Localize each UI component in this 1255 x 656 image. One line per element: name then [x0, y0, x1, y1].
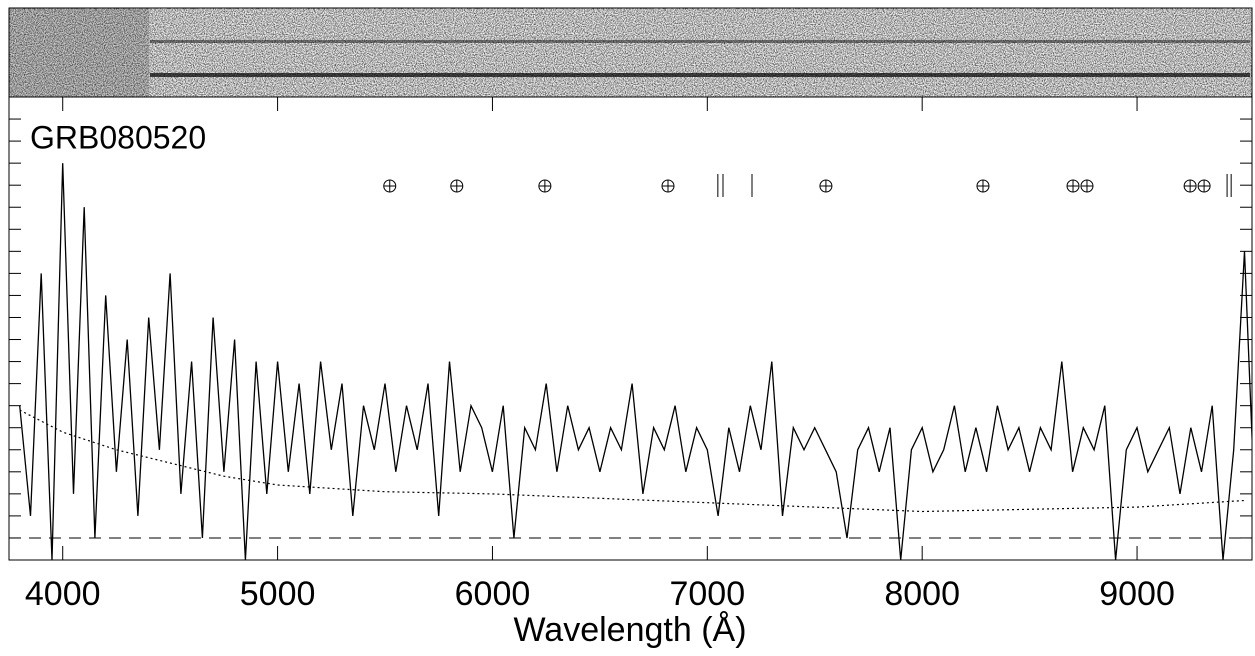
telluric-cross	[819, 180, 832, 192]
telluric-marker	[976, 179, 990, 193]
telluric-marker	[1066, 179, 1080, 193]
telluric-marker	[1183, 179, 1197, 193]
2d-spectrum	[8, 7, 1253, 98]
chart-title: GRB080520	[30, 119, 206, 155]
telluric-cross	[1184, 180, 1197, 192]
telluric-marker	[450, 179, 464, 193]
telluric-marker	[538, 179, 552, 193]
telluric-cross	[976, 180, 989, 192]
telluric-marker	[1080, 179, 1094, 193]
telluric-cross	[1198, 180, 1211, 192]
telluric-marker	[383, 179, 397, 193]
x-tick-label: 6000	[455, 575, 531, 613]
x-tick-label: 8000	[884, 575, 960, 613]
telluric-cross	[538, 180, 551, 192]
telluric-marker	[661, 179, 675, 193]
telluric-marker	[819, 179, 833, 193]
x-tick-label: 4000	[25, 575, 101, 613]
spectrum-line	[19, 409, 1245, 513]
x-tick-label: 9000	[1099, 575, 1175, 613]
x-tick-label: 7000	[669, 575, 745, 613]
telluric-cross	[450, 180, 463, 192]
telluric-cross	[383, 180, 396, 192]
plot-frame	[8, 96, 1253, 561]
telluric-cross	[1080, 180, 1093, 192]
spectrum-line	[19, 163, 1252, 560]
x-tick-label: 5000	[240, 575, 316, 613]
x-axis-label: Wavelength (Å)	[513, 611, 746, 649]
telluric-cross	[1067, 180, 1080, 192]
telluric-marker	[1197, 179, 1211, 193]
telluric-cross	[661, 180, 674, 192]
plot-area	[19, 163, 1252, 560]
